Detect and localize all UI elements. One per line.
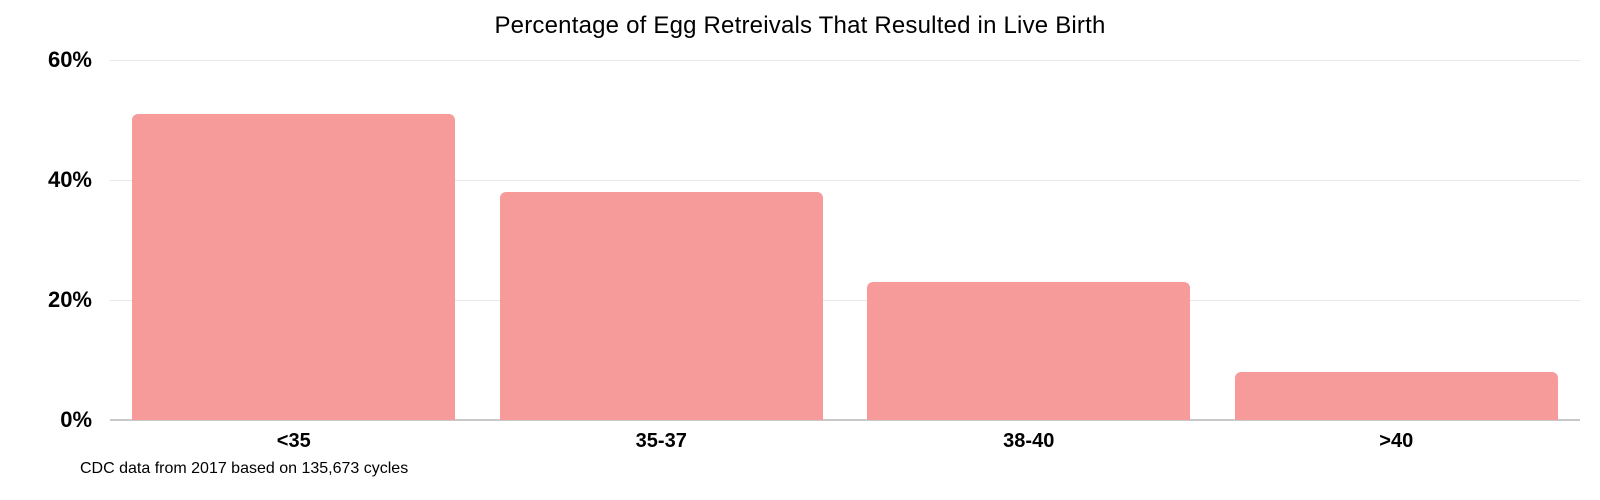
- y-tick-label: 40%: [48, 167, 92, 193]
- gridline: [110, 60, 1580, 61]
- bar: [867, 282, 1190, 420]
- x-tick-label: 38-40: [1003, 430, 1054, 453]
- y-tick-label: 20%: [48, 287, 92, 313]
- bar: [500, 192, 823, 420]
- bar: [1235, 372, 1558, 420]
- x-tick-label: >40: [1379, 430, 1413, 453]
- x-tick-label: 35-37: [636, 430, 687, 453]
- chart-title: Percentage of Egg Retreivals That Result…: [0, 12, 1600, 40]
- plot-area: 0%20%40%60%<3535-3738-40>40: [110, 60, 1580, 420]
- bar-chart: Percentage of Egg Retreivals That Result…: [0, 0, 1600, 500]
- chart-footnote: CDC data from 2017 based on 135,673 cycl…: [80, 460, 408, 478]
- y-tick-label: 0%: [60, 407, 92, 433]
- bar: [132, 114, 455, 420]
- y-tick-label: 60%: [48, 47, 92, 73]
- x-tick-label: <35: [277, 430, 311, 453]
